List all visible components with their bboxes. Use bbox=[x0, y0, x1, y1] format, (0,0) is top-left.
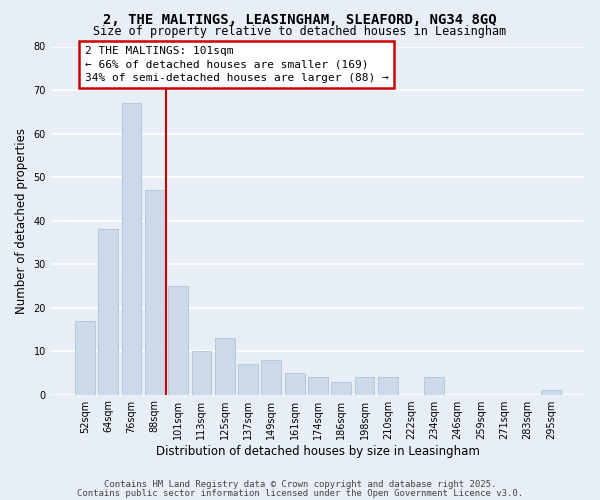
X-axis label: Distribution of detached houses by size in Leasingham: Distribution of detached houses by size … bbox=[156, 444, 480, 458]
Text: Contains HM Land Registry data © Crown copyright and database right 2025.: Contains HM Land Registry data © Crown c… bbox=[104, 480, 496, 489]
Bar bbox=[98, 229, 118, 394]
Bar bbox=[75, 320, 95, 394]
Bar bbox=[145, 190, 165, 394]
Bar bbox=[378, 377, 398, 394]
Bar bbox=[262, 360, 281, 394]
Bar bbox=[215, 338, 235, 394]
Bar bbox=[308, 377, 328, 394]
Bar bbox=[285, 373, 305, 394]
Bar bbox=[541, 390, 561, 394]
Text: Contains public sector information licensed under the Open Government Licence v3: Contains public sector information licen… bbox=[77, 488, 523, 498]
Bar bbox=[424, 377, 444, 394]
Text: 2 THE MALTINGS: 101sqm
← 66% of detached houses are smaller (169)
34% of semi-de: 2 THE MALTINGS: 101sqm ← 66% of detached… bbox=[85, 46, 389, 83]
Bar bbox=[191, 351, 211, 395]
Text: 2, THE MALTINGS, LEASINGHAM, SLEAFORD, NG34 8GQ: 2, THE MALTINGS, LEASINGHAM, SLEAFORD, N… bbox=[103, 12, 497, 26]
Bar bbox=[238, 364, 258, 394]
Bar bbox=[331, 382, 351, 394]
Bar bbox=[122, 103, 142, 395]
Bar bbox=[355, 377, 374, 394]
Bar bbox=[168, 286, 188, 395]
Y-axis label: Number of detached properties: Number of detached properties bbox=[15, 128, 28, 314]
Text: Size of property relative to detached houses in Leasingham: Size of property relative to detached ho… bbox=[94, 25, 506, 38]
